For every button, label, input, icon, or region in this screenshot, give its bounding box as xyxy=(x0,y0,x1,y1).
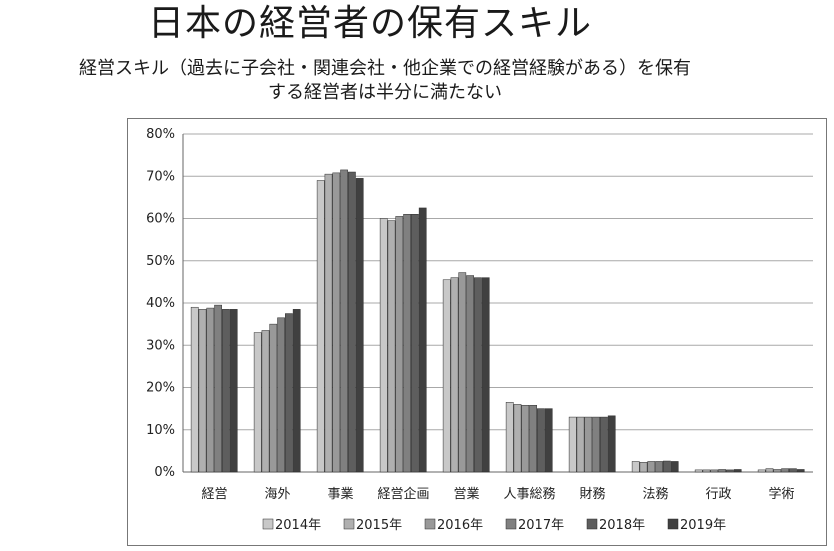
bar xyxy=(269,323,278,473)
bar xyxy=(442,279,451,473)
x-tick-label: 法務 xyxy=(642,487,668,502)
subtitle-line-2: する経営者は半分に満たない xyxy=(268,82,502,103)
y-tick-label: 50% xyxy=(146,254,175,269)
bar xyxy=(348,171,356,473)
bar xyxy=(607,415,616,473)
y-tick-label: 10% xyxy=(146,423,175,438)
y-tick-label: 40% xyxy=(146,296,175,311)
bar xyxy=(670,461,679,473)
bar xyxy=(631,461,640,473)
legend-label: 2016年 xyxy=(437,518,483,533)
y-tick-label: 70% xyxy=(146,169,175,184)
bar xyxy=(481,277,490,473)
bar xyxy=(655,461,663,473)
bar xyxy=(332,172,341,473)
bar xyxy=(458,272,467,473)
bar xyxy=(757,469,766,473)
legend-label: 2019年 xyxy=(680,518,726,533)
bar xyxy=(450,277,459,473)
bar xyxy=(253,332,262,473)
x-tick-label: 経営 xyxy=(201,487,227,502)
legend-swatch xyxy=(667,518,679,530)
bar xyxy=(379,218,388,473)
bar xyxy=(568,416,577,473)
bar xyxy=(277,317,285,473)
y-tick-label: 80% xyxy=(146,127,175,142)
chart-title: 日本の経営者の保有スキル xyxy=(147,3,592,44)
bar xyxy=(403,214,411,473)
x-tick-label: 人事総務 xyxy=(503,487,555,502)
bar xyxy=(733,469,742,473)
x-tick-label: 事業 xyxy=(327,486,353,502)
legend-swatch xyxy=(586,518,598,530)
bar xyxy=(796,469,805,473)
legend-label: 2015年 xyxy=(356,518,402,533)
bar xyxy=(340,169,348,473)
x-tick-label: 営業 xyxy=(453,486,479,502)
x-tick-label: 海外 xyxy=(264,487,290,502)
bar-chart: 0% 10% 20% 30% 40% 50% 60% 70% 80% 経営 海外 事業 経営企画 営業 人事… xyxy=(146,127,813,533)
bar xyxy=(214,304,222,473)
y-tick-label: 30% xyxy=(146,338,175,353)
bar xyxy=(726,469,734,473)
bar xyxy=(765,468,774,473)
bar xyxy=(261,330,270,473)
bar xyxy=(592,416,600,473)
bar xyxy=(355,178,364,473)
bar xyxy=(198,309,207,473)
chart-frame: 0% 10% 20% 30% 40% 50% 60% 70% 80% 経営 海外 事業 経営企画 営業 人事… xyxy=(127,118,827,546)
bar xyxy=(285,313,293,473)
y-tick-label: 60% xyxy=(146,212,175,227)
bar xyxy=(576,416,585,473)
bar xyxy=(789,468,797,473)
y-tick-label: 0% xyxy=(154,465,175,480)
bar xyxy=(387,220,396,473)
bar xyxy=(600,416,608,473)
x-tick-label: 経営企画 xyxy=(377,486,429,502)
chart-subtitle: 経営スキル（過去に子会社・関連会社・他企業での経営経験がある）を保有 する経営者… xyxy=(0,57,770,105)
x-tick-label: 財務 xyxy=(579,487,605,502)
bar xyxy=(718,469,726,473)
legend-label: 2018年 xyxy=(599,518,645,533)
bar xyxy=(505,402,514,473)
legend-label: 2017年 xyxy=(518,518,564,533)
bar xyxy=(537,408,545,473)
bar xyxy=(710,469,719,473)
bar xyxy=(190,306,199,473)
bar xyxy=(529,404,537,473)
bar xyxy=(292,309,301,473)
bar xyxy=(781,468,789,473)
bar xyxy=(316,180,325,473)
bar xyxy=(513,404,522,473)
legend-swatch xyxy=(505,518,517,530)
bar xyxy=(229,309,238,473)
legend-swatch xyxy=(424,518,436,530)
legend-swatch xyxy=(343,518,355,530)
bar xyxy=(702,469,711,473)
bar xyxy=(418,207,427,473)
bar xyxy=(639,462,648,473)
bar xyxy=(206,307,215,473)
bar xyxy=(584,416,593,473)
bar xyxy=(411,214,419,473)
bar xyxy=(647,461,656,473)
bar xyxy=(474,277,482,473)
bar xyxy=(395,216,404,473)
x-tick-label: 学術 xyxy=(768,486,794,502)
bar xyxy=(544,408,553,473)
legend-swatch xyxy=(262,518,274,530)
legend-label: 2014年 xyxy=(275,518,321,533)
bar xyxy=(773,469,782,473)
y-tick-label: 20% xyxy=(146,381,175,396)
bar xyxy=(466,275,474,473)
bar xyxy=(521,404,530,473)
bar xyxy=(324,173,333,473)
subtitle-line-1: 経営スキル（過去に子会社・関連会社・他企業での経営経験がある）を保有 xyxy=(79,58,691,79)
x-tick-label: 行政 xyxy=(705,487,731,502)
bar xyxy=(694,469,703,473)
bar xyxy=(222,309,230,473)
bar xyxy=(663,460,671,473)
